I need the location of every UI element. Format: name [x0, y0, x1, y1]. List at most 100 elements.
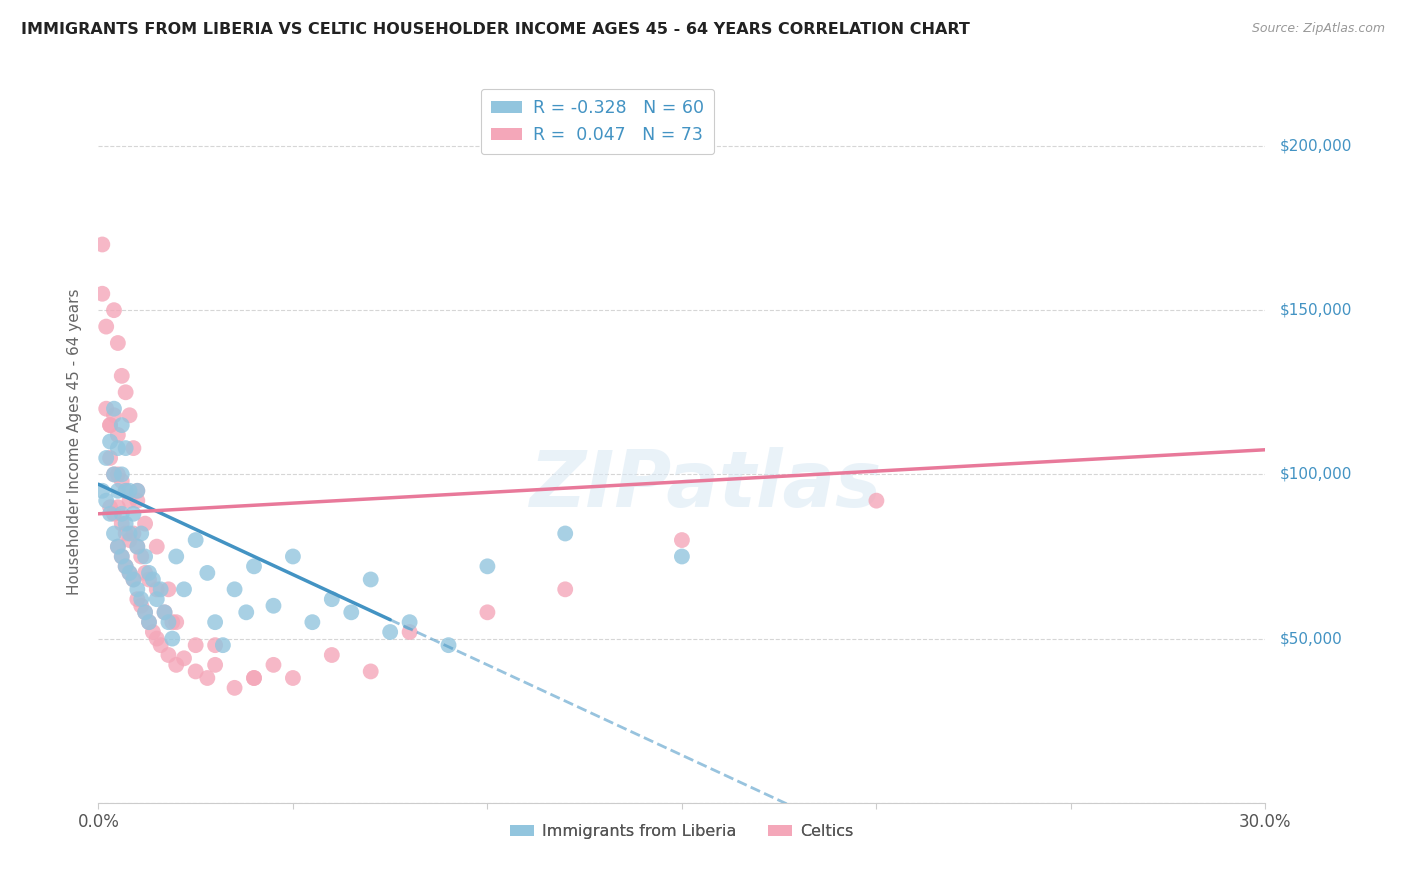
Point: [243, 559, 266, 574]
Point: [157, 582, 180, 597]
Point: [243, 671, 266, 685]
Point: [118, 566, 141, 580]
Point: [127, 493, 149, 508]
Point: [98, 500, 121, 515]
Text: $200,000: $200,000: [1279, 138, 1351, 153]
Legend: Immigrants from Liberia, Celtics: Immigrants from Liberia, Celtics: [503, 818, 860, 846]
Point: [149, 638, 172, 652]
Point: [146, 540, 169, 554]
Point: [149, 582, 172, 597]
Point: [129, 599, 152, 613]
Point: [129, 526, 152, 541]
Point: [321, 648, 343, 662]
Point: [142, 625, 165, 640]
Point: [340, 605, 363, 619]
Point: [111, 516, 134, 531]
Point: [103, 401, 125, 416]
Point: [111, 474, 134, 488]
Point: [111, 368, 134, 383]
Point: [118, 526, 141, 541]
Point: [142, 573, 165, 587]
Point: [118, 566, 141, 580]
Point: [111, 549, 134, 564]
Point: [103, 409, 125, 423]
Point: [107, 441, 129, 455]
Point: [118, 409, 141, 423]
Point: [107, 540, 129, 554]
Point: [138, 615, 160, 630]
Point: [204, 615, 226, 630]
Point: [204, 638, 226, 652]
Point: [103, 467, 125, 482]
Point: [129, 592, 152, 607]
Point: [91, 483, 114, 498]
Point: [98, 418, 121, 433]
Point: [360, 573, 382, 587]
Point: [118, 493, 141, 508]
Point: [103, 507, 125, 521]
Text: IMMIGRANTS FROM LIBERIA VS CELTIC HOUSEHOLDER INCOME AGES 45 - 64 YEARS CORRELAT: IMMIGRANTS FROM LIBERIA VS CELTIC HOUSEH…: [21, 22, 970, 37]
Text: Source: ZipAtlas.com: Source: ZipAtlas.com: [1251, 22, 1385, 36]
Point: [127, 483, 149, 498]
Point: [122, 441, 145, 455]
Point: [153, 605, 176, 619]
Point: [107, 336, 129, 351]
Point: [554, 526, 576, 541]
Point: [243, 671, 266, 685]
Point: [138, 573, 160, 587]
Point: [153, 605, 176, 619]
Point: [103, 467, 125, 482]
Point: [184, 665, 207, 679]
Point: [235, 605, 257, 619]
Point: [111, 467, 134, 482]
Point: [114, 526, 136, 541]
Point: [321, 592, 343, 607]
Point: [114, 559, 136, 574]
Point: [114, 559, 136, 574]
Point: [281, 671, 304, 685]
Point: [114, 483, 136, 498]
Point: [134, 566, 156, 580]
Point: [134, 516, 156, 531]
Point: [114, 483, 136, 498]
Point: [281, 549, 304, 564]
Point: [103, 303, 125, 318]
Point: [398, 615, 420, 630]
Point: [146, 632, 169, 646]
Point: [173, 582, 195, 597]
Point: [477, 605, 499, 619]
Point: [122, 573, 145, 587]
Point: [107, 500, 129, 515]
Point: [224, 582, 246, 597]
Point: [127, 540, 149, 554]
Point: [195, 671, 218, 685]
Point: [157, 648, 180, 662]
Point: [103, 526, 125, 541]
Point: [96, 450, 118, 465]
Point: [91, 237, 114, 252]
Point: [114, 385, 136, 400]
Point: [107, 467, 129, 482]
Point: [437, 638, 460, 652]
Point: [96, 319, 118, 334]
Point: [118, 533, 141, 547]
Point: [134, 605, 156, 619]
Point: [146, 592, 169, 607]
Point: [173, 651, 195, 665]
Point: [195, 566, 218, 580]
Point: [107, 483, 129, 498]
Point: [360, 665, 382, 679]
Point: [165, 657, 187, 672]
Point: [162, 615, 184, 630]
Point: [262, 599, 284, 613]
Text: $50,000: $50,000: [1279, 632, 1343, 646]
Point: [114, 516, 136, 531]
Point: [162, 632, 184, 646]
Point: [127, 540, 149, 554]
Point: [107, 540, 129, 554]
Text: $100,000: $100,000: [1279, 467, 1351, 482]
Point: [122, 507, 145, 521]
Point: [134, 549, 156, 564]
Point: [146, 582, 169, 597]
Point: [129, 549, 152, 564]
